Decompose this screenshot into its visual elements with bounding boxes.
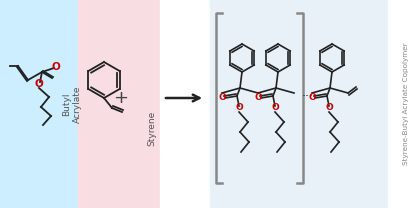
Text: O: O	[51, 62, 60, 72]
Bar	[0, 0, 78, 208]
Bar	[210, 0, 388, 208]
Text: O: O	[235, 104, 243, 113]
Bar	[160, 0, 210, 208]
Text: Styrene-Butyl Acrylate Copolymer: Styrene-Butyl Acrylate Copolymer	[403, 43, 409, 165]
Bar	[388, 0, 415, 208]
Text: O: O	[34, 79, 44, 89]
Text: +: +	[113, 89, 129, 107]
Text: Butyl
Acrylate: Butyl Acrylate	[62, 85, 82, 123]
Text: O: O	[218, 93, 226, 102]
Text: O: O	[254, 93, 262, 102]
Text: Styrene: Styrene	[147, 110, 156, 146]
Text: O: O	[325, 104, 333, 113]
Text: ...: ...	[302, 87, 314, 99]
Text: O: O	[308, 93, 316, 102]
Text: O: O	[271, 104, 279, 113]
Bar	[78, 0, 160, 208]
